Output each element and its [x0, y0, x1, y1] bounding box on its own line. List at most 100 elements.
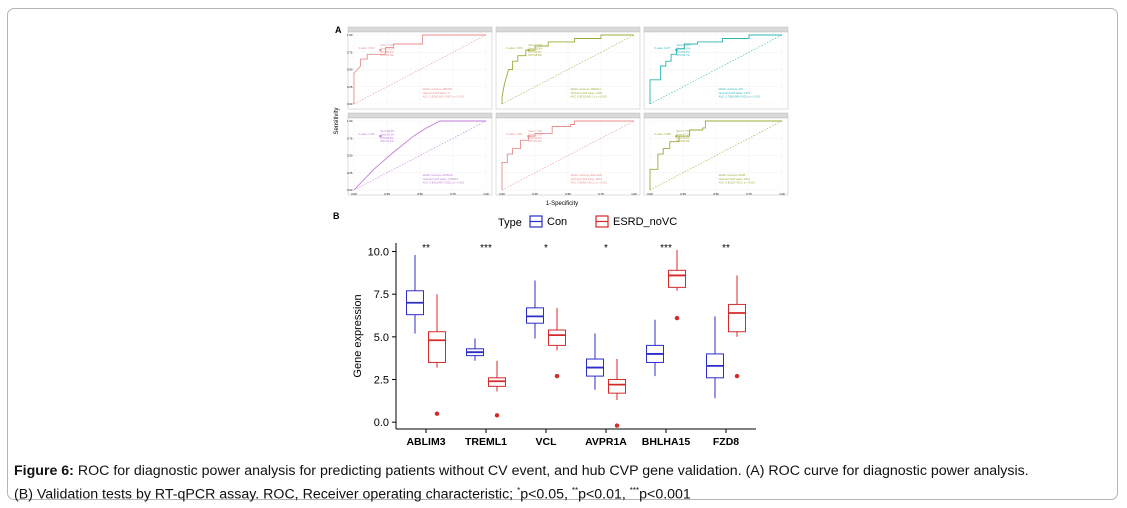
roc-panel-strip	[495, 112, 641, 119]
roc-stat-3: NPV:60.0%	[528, 139, 542, 143]
roc-cutoff-point	[527, 134, 530, 138]
legend-label-0: Con	[547, 216, 567, 228]
roc-cutoff-label: X-value: 3.973	[506, 46, 523, 50]
box-outlier	[674, 315, 680, 321]
roc-xtick-label: 0.75	[450, 192, 456, 196]
roc-stat-2: PPV:59.3%	[380, 50, 394, 54]
x-tick-label-bhlha15: BHLHA15	[642, 436, 691, 448]
roc-cutoff-label: X-value: 6.910	[358, 46, 375, 50]
roc-stat-1: Spec:50.0%	[380, 132, 395, 136]
roc-xtick-label: 0.75	[746, 192, 752, 196]
roc-stat-0: Sens:77.8%	[528, 129, 543, 133]
panel-label-a: A	[335, 25, 342, 35]
roc-cutoff-point	[379, 48, 382, 52]
caption-text-2: (B) Validation tests by RT-qPCR assay. R…	[14, 486, 518, 503]
y-tick-label: 10.0	[368, 247, 389, 259]
x-tick-label-avpr1a: AVPR1A	[585, 436, 627, 448]
roc-stat-2: PPV:82.6%	[528, 136, 542, 140]
roc-stat-2: PPV:70.0%	[676, 136, 690, 140]
roc-stat-1: Spec:76.2%	[380, 46, 395, 50]
roc-curve	[501, 34, 634, 104]
roc-optimal-label: Optimal Cutoff value: 100.6	[719, 177, 751, 181]
caption-p-2: p<0.01,	[578, 486, 630, 503]
x-tick-label-ablim3: ABLIM3	[406, 436, 445, 448]
roc-stat-1: Spec:67.1%	[676, 132, 691, 136]
roc-ytick-label: 1.00	[347, 33, 353, 37]
box-bhlha15-con	[646, 319, 664, 377]
roc-optimal-label: Optimal Cutoff value: 1.969	[571, 91, 603, 95]
box-outlier	[734, 373, 740, 379]
roc-auc-label: AUC: 0.803(0.567-0.822), p < 0.001	[423, 180, 465, 184]
roc-model-label: Model: outcome~TREML1	[571, 87, 602, 91]
box-ablim3-con	[406, 254, 424, 334]
roc-ytick-label: 0.00	[347, 102, 353, 106]
roc-ytick-label: 0.25	[347, 85, 353, 89]
significance-avpr1a: *	[604, 243, 608, 254]
caption-text-1: ROC for diagnostic power analysis for pr…	[73, 463, 1029, 479]
significance-ablim3: **	[422, 243, 430, 254]
roc-stat-3: NPV:60.0%	[380, 53, 394, 57]
roc-panel-fzd8: X-value: 6.386 Sens:77.8%Spec:67.1%PPV:70…	[643, 112, 789, 196]
roc-panel-ablim3: X-value: 6.910 Sens:71.4%Spec:76.2%PPV:59…	[347, 26, 493, 110]
roc-auc-label: AUC: 0.813(0.736-1), p < 0.001	[719, 180, 756, 184]
roc-stat-1: Spec:87.5%	[528, 132, 543, 136]
roc-cutoff-label: X-value: 3.155	[358, 132, 375, 136]
x-tick-label-fzd8: FZD8	[713, 436, 739, 448]
caption-sig-1: *	[517, 486, 521, 495]
roc-cutoff-point	[379, 134, 382, 138]
box-fzd8-con	[706, 316, 724, 399]
roc-reference-line	[353, 120, 487, 191]
roc-panel-grid: X-value: 6.910 Sens:71.4%Spec:76.2%PPV:59…	[347, 26, 789, 196]
roc-panel-strip	[643, 112, 789, 119]
roc-cutoff-label: X-value: 3.951	[506, 132, 523, 136]
roc-curve	[649, 34, 782, 104]
roc-stat-3: NPV:64.1%	[380, 139, 394, 143]
x-tick-label-treml1: TREML1	[465, 436, 507, 448]
box-body	[608, 379, 626, 394]
roc-stat-3: NPV:81.7%	[676, 53, 690, 57]
roc-ytick-label: 0.25	[347, 171, 353, 175]
roc-model-label: Model: outcome~AVPR1A	[423, 173, 453, 177]
box-outlier	[434, 411, 440, 416]
roc-stat-1: Spec:90.9%	[528, 46, 543, 50]
caption-line-1: Figure 6: ROC for diagnostic power analy…	[14, 462, 1114, 481]
roc-panel-strip	[643, 26, 789, 33]
roc-stat-0: Sens:71.4%	[380, 43, 395, 47]
legend-label-1: ESRD_noVC	[613, 216, 677, 228]
box-vcl-con	[526, 280, 544, 339]
roc-panel-treml1: X-value: 3.973 Sens:77.8%Spec:90.9%PPV:93…	[495, 26, 641, 110]
roc-xtick-label: 1.00	[779, 192, 785, 196]
caption-sig-2: **	[571, 486, 579, 495]
roc-stat-2: PPV:52.0%	[676, 50, 690, 54]
figure-caption: Figure 6: ROC for diagnostic power analy…	[14, 462, 1114, 505]
roc-xtick-label: 0.50	[565, 192, 571, 196]
roc-auc-label: AUC: 0.813(0.661-1), p < 0.001	[571, 94, 608, 98]
roc-xtick-label: 0.50	[713, 192, 719, 196]
y-tick-label: 5.0	[374, 332, 389, 344]
roc-panel-avpr1a: X-value: 3.155 Sens:88.9%Spec:50.0%PPV:80…	[347, 112, 493, 196]
box-body	[668, 269, 686, 288]
roc-stat-0: Sens:77.8%	[676, 129, 691, 133]
box-outlier	[614, 423, 620, 428]
caption-line-2: (B) Validation tests by RT-qPCR assay. R…	[14, 481, 1114, 505]
box-avpr1a-esrd_novc	[608, 359, 626, 428]
roc-panel-strip	[347, 26, 493, 33]
roc-model-label: Model: outcome~FZD8	[719, 173, 746, 177]
roc-xlabel: 1-Specificity	[546, 201, 578, 207]
roc-stat-0: Sens:88.9%	[380, 129, 395, 133]
roc-ytick-label: 0.50	[347, 154, 353, 158]
roc-xtick-label: 0.00	[647, 192, 653, 196]
box-outlier	[554, 373, 560, 379]
roc-reference-line	[649, 120, 783, 191]
roc-ytick-label: 0.50	[347, 68, 353, 72]
y-tick-label: 2.5	[374, 375, 389, 387]
roc-stat-1: Spec:66.5%	[676, 46, 691, 50]
box-body	[548, 329, 566, 346]
roc-ytick-label: 1.00	[347, 119, 353, 123]
box-bhlha15-esrd_novc	[668, 249, 686, 321]
roc-xtick-label: 0.00	[351, 192, 357, 196]
roc-stat-2: PPV:80.8%	[380, 136, 394, 140]
roc-stat-0: Sens:77.8%	[528, 43, 543, 47]
box-avpr1a-con	[586, 333, 604, 390]
roc-ytick-label: 0.00	[347, 188, 353, 192]
